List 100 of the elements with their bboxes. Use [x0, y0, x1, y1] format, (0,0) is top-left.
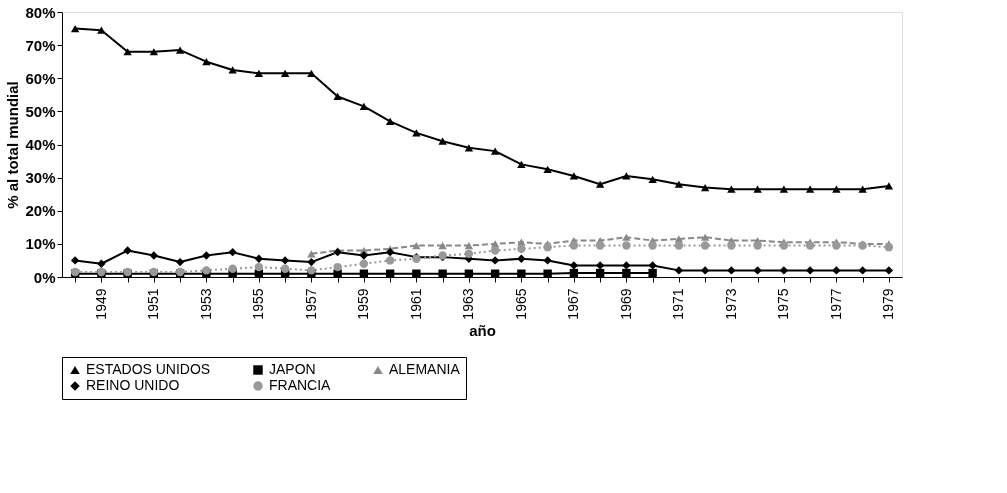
- point: [359, 269, 369, 278]
- point: [805, 185, 815, 193]
- point: [254, 69, 264, 77]
- legend-label: ESTADOS UNIDOS: [86, 361, 211, 377]
- x-tick-label: 1951: [145, 288, 162, 320]
- point: [438, 269, 447, 278]
- x-tick-label: 1963: [460, 288, 477, 320]
- point: [149, 251, 159, 260]
- y-axis-title: % al total mundial: [4, 81, 22, 209]
- y-tick-label: 60%: [25, 69, 56, 87]
- x-tick-label: 1969: [617, 288, 634, 320]
- point: [280, 256, 290, 265]
- x-tick-label: 1953: [197, 288, 214, 320]
- point: [674, 266, 684, 275]
- y-tick-label: 0%: [33, 268, 56, 286]
- x-tick-label: 1973: [722, 288, 739, 320]
- point: [280, 264, 290, 273]
- point: [307, 250, 316, 258]
- y-tick-label: 40%: [25, 136, 56, 153]
- point: [727, 185, 736, 193]
- y-tick-label: 30%: [25, 169, 56, 187]
- point: [779, 241, 789, 250]
- point: [438, 137, 447, 145]
- point: [228, 66, 237, 74]
- point: [674, 241, 684, 250]
- point: [70, 24, 80, 33]
- point: [359, 251, 369, 260]
- point: [385, 256, 395, 265]
- point: [727, 241, 736, 250]
- point: [622, 172, 631, 180]
- point: [805, 241, 815, 250]
- point: [464, 269, 474, 278]
- point: [858, 185, 867, 193]
- point: [97, 259, 106, 268]
- point: [333, 92, 342, 101]
- point: [569, 261, 579, 270]
- point: [569, 268, 579, 278]
- point: [779, 266, 789, 275]
- point: [832, 185, 841, 193]
- point: [622, 261, 631, 270]
- point: [700, 241, 710, 250]
- point: [175, 46, 185, 54]
- point: [412, 129, 421, 137]
- y-tick-label: 70%: [25, 36, 56, 54]
- point: [700, 183, 710, 192]
- point: [359, 102, 369, 111]
- x-tick-label: 1979: [880, 288, 897, 320]
- point: [385, 269, 395, 278]
- point: [595, 268, 605, 278]
- point: [858, 266, 867, 275]
- x-tick-label: 1959: [355, 288, 372, 320]
- x-axis-title: año: [469, 321, 496, 339]
- point: [202, 58, 211, 66]
- point: [569, 241, 579, 250]
- point: [385, 247, 395, 257]
- x-tick-label: 1977: [827, 288, 844, 320]
- point: [543, 269, 552, 278]
- point: [254, 262, 264, 272]
- point: [438, 241, 447, 250]
- x-tick-label: 1957: [302, 288, 319, 320]
- point: [280, 69, 290, 77]
- point: [727, 266, 736, 275]
- point: [412, 269, 421, 278]
- point: [359, 259, 369, 268]
- point: [700, 266, 710, 275]
- point: [464, 249, 474, 258]
- point: [490, 269, 500, 278]
- point: [333, 262, 342, 272]
- point: [175, 257, 185, 267]
- point: [490, 147, 500, 155]
- point: [70, 256, 80, 265]
- point: [595, 261, 605, 270]
- y-tick-label: 10%: [25, 235, 56, 253]
- point: [490, 246, 500, 255]
- point: [543, 165, 552, 173]
- point: [648, 241, 657, 250]
- point: [569, 172, 579, 180]
- point: [254, 254, 264, 263]
- point: [464, 241, 474, 250]
- y-tick-label: 20%: [25, 202, 56, 220]
- point: [202, 251, 211, 260]
- point: [490, 256, 500, 265]
- legend-label: REINO UNIDO: [86, 377, 180, 393]
- point: [595, 241, 605, 250]
- point: [307, 257, 316, 267]
- point: [753, 266, 762, 275]
- point: [832, 241, 841, 250]
- point: [648, 261, 657, 270]
- y-tick-label: 50%: [25, 102, 56, 120]
- point: [385, 117, 395, 125]
- point: [228, 247, 237, 257]
- point: [884, 243, 894, 252]
- point: [123, 48, 132, 56]
- point: [517, 269, 526, 278]
- point: [543, 256, 552, 265]
- x-tick-label: 1955: [250, 288, 267, 320]
- x-tick-label: 1967: [565, 288, 582, 320]
- point: [412, 241, 421, 250]
- point: [884, 266, 894, 275]
- point: [832, 266, 841, 275]
